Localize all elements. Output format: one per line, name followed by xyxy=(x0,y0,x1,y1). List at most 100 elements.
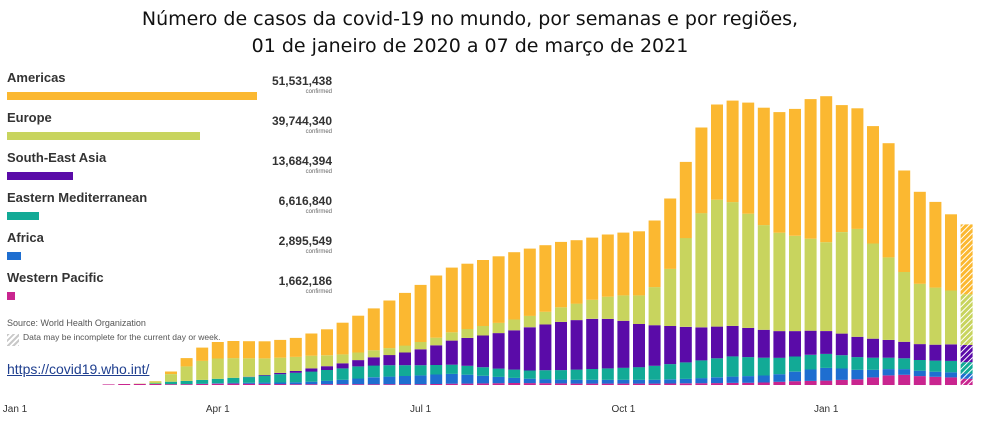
bar-week-17-south-east-asia xyxy=(274,372,287,375)
bar-week-39-south-east-asia xyxy=(617,320,630,368)
bar-week-46-europe xyxy=(726,202,739,326)
legend-total: 6,616,840 xyxy=(278,194,332,208)
x-tick-label: Jan 1 xyxy=(3,404,28,415)
bar-week-35-africa xyxy=(555,379,567,384)
bar-week-51-eastern-mediterranean xyxy=(804,354,817,370)
legend-item-africa[interactable]: Africa 2,895,549 confirmed xyxy=(7,230,332,270)
legend-item-south-east-asia[interactable]: South-East Asia 13,684,394 confirmed xyxy=(7,150,332,190)
bar-week-6-western-pacific xyxy=(102,384,115,385)
bar-week-15-western-pacific xyxy=(243,383,255,385)
bar-week-31-americas xyxy=(492,256,505,323)
bar-week-54-south-east-asia xyxy=(851,336,864,358)
bar-week-34-eastern-mediterranean xyxy=(539,370,552,380)
bar-week-38-africa xyxy=(601,379,614,384)
bar-week-34-europe xyxy=(539,311,552,325)
bar-week-23-africa xyxy=(367,377,380,385)
bar-week-36-eastern-mediterranean xyxy=(570,369,583,380)
legend-item-western-pacific[interactable]: Western Pacific 1,662,186 confirmed xyxy=(7,270,332,310)
bar-week-42-south-east-asia xyxy=(664,326,677,365)
bar-week-55-south-east-asia xyxy=(867,338,879,358)
legend-item-eastern-mediterranean[interactable]: Eastern Mediterranean 6,616,840 confirme… xyxy=(7,190,332,230)
legend-item-americas[interactable]: Americas 51,531,438 confirmed xyxy=(7,70,332,110)
bar-week-12-americas xyxy=(196,347,209,361)
bar-week-23-western-pacific xyxy=(367,384,380,385)
bar-week-24-south-east-asia xyxy=(383,355,396,366)
bar-week-60-americas xyxy=(945,214,957,291)
bar-week-41-africa xyxy=(648,379,661,384)
bar-week-50-south-east-asia xyxy=(789,331,801,357)
bar-week-29-western-pacific xyxy=(461,383,474,385)
bar-week-56-eastern-mediterranean xyxy=(882,357,895,370)
bar-week-39-western-pacific xyxy=(617,383,630,385)
bar-week-26-western-pacific xyxy=(414,384,427,385)
bar-week-27-western-pacific xyxy=(430,384,443,385)
bar-week-35-western-pacific xyxy=(555,383,567,385)
bar-week-61-incomplete-hatch-2 xyxy=(960,362,973,374)
bar-week-54-americas xyxy=(851,108,864,229)
bar-week-11-western-pacific xyxy=(180,384,193,385)
bar-week-16-europe xyxy=(258,358,271,375)
bar-week-24-western-pacific xyxy=(383,384,396,385)
bar-week-33-americas xyxy=(523,248,536,316)
bar-week-10-western-pacific xyxy=(165,384,177,385)
bar-week-14-eastern-mediterranean xyxy=(227,377,240,383)
bar-week-8-western-pacific xyxy=(133,383,146,385)
bar-week-9-eastern-mediterranean xyxy=(149,383,162,384)
bar-week-43-eastern-mediterranean xyxy=(679,362,692,379)
bar-week-20-americas xyxy=(321,329,333,356)
bar-week-19-africa xyxy=(305,381,318,385)
legend-bar xyxy=(7,292,15,300)
bar-week-52-europe xyxy=(820,242,833,331)
bar-week-60-europe xyxy=(945,290,957,345)
bar-week-22-eastern-mediterranean xyxy=(352,366,365,379)
incomplete-data-note: Data may be incomplete for the current d… xyxy=(23,332,221,342)
chart-title: Número de casos da covid-19 no mundo, po… xyxy=(0,6,940,60)
bar-week-50-eastern-mediterranean xyxy=(789,356,801,372)
bar-week-12-europe xyxy=(196,360,209,380)
bar-week-58-eastern-mediterranean xyxy=(913,359,926,371)
bar-week-25-south-east-asia xyxy=(399,352,411,366)
bar-week-46-western-pacific xyxy=(726,383,739,385)
bar-week-49-eastern-mediterranean xyxy=(773,357,786,375)
bar-week-44-south-east-asia xyxy=(695,327,708,361)
who-link[interactable]: https://covid19.who.int/ xyxy=(7,361,150,377)
bar-week-56-south-east-asia xyxy=(882,339,895,358)
bar-week-55-western-pacific xyxy=(867,377,879,385)
bar-week-35-americas xyxy=(555,241,567,308)
bar-week-14-africa xyxy=(227,382,240,384)
bar-week-54-eastern-mediterranean xyxy=(851,357,864,370)
bar-week-28-europe xyxy=(445,332,458,341)
bar-week-14-americas xyxy=(227,341,240,359)
bar-week-40-europe xyxy=(633,295,645,324)
bar-week-52-eastern-mediterranean xyxy=(820,353,833,368)
legend-total: 1,662,186 xyxy=(278,274,332,288)
legend-item-europe[interactable]: Europe 39,744,340 confirmed xyxy=(7,110,332,150)
bar-week-25-americas xyxy=(399,292,411,346)
legend-total: 51,531,438 xyxy=(271,74,332,88)
bar-week-24-eastern-mediterranean xyxy=(383,365,396,377)
bar-week-11-europe xyxy=(180,366,193,381)
bar-week-49-africa xyxy=(773,374,786,382)
bar-week-11-americas xyxy=(180,358,193,367)
bar-week-32-africa xyxy=(508,377,521,383)
bar-week-45-western-pacific xyxy=(711,383,723,385)
legend-label: South-East Asia xyxy=(7,150,107,165)
bar-week-21-africa xyxy=(336,379,349,385)
incomplete-data-swatch xyxy=(7,334,19,346)
bar-week-19-western-pacific xyxy=(305,384,318,385)
bar-week-33-western-pacific xyxy=(523,383,536,385)
bar-week-23-eastern-mediterranean xyxy=(367,365,380,378)
bar-week-41-eastern-mediterranean xyxy=(648,365,661,380)
bar-week-36-south-east-asia xyxy=(570,320,583,370)
bar-week-48-eastern-mediterranean xyxy=(757,357,770,376)
legend-bar xyxy=(7,212,39,220)
bar-week-27-americas xyxy=(430,275,443,338)
bar-week-22-americas xyxy=(352,315,365,353)
legend-bar xyxy=(7,172,73,180)
bar-week-17-americas xyxy=(274,339,287,358)
bar-week-15-africa xyxy=(243,382,255,384)
bar-week-29-south-east-asia xyxy=(461,337,474,366)
bar-week-32-americas xyxy=(508,252,521,320)
bar-week-23-americas xyxy=(367,308,380,351)
